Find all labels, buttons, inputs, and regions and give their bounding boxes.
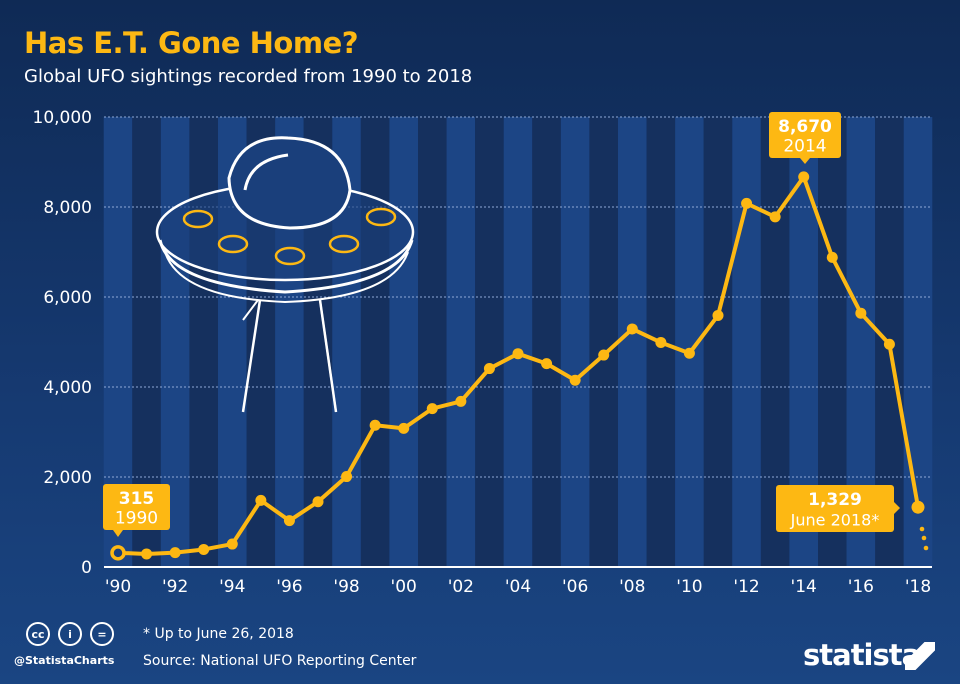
x-tick-label: '02 [448,577,474,597]
x-tick-label: '94 [219,577,245,597]
year-stripe [703,117,733,567]
y-tick-label: 0 [81,558,92,578]
data-point [798,171,810,183]
callout-box [769,112,841,158]
chart-title: Has E.T. Gone Home? [24,26,359,60]
statista-logo: statista [803,638,921,672]
data-point [226,538,238,550]
data-point [455,395,467,407]
attribution-icon: i [58,622,82,646]
data-point [198,543,210,555]
year-stripe [389,117,418,567]
data-point [141,548,153,560]
data-point [826,251,838,263]
data-point [169,547,181,559]
x-tick-label: '96 [276,577,302,597]
callout-pointer [800,158,810,164]
data-point [369,419,381,431]
callout-value: 1,329 [808,490,862,510]
data-point [911,500,925,514]
data-point [541,358,553,370]
callout-label: 1990 [115,509,158,529]
callout-box [776,485,894,532]
callout-label: 2014 [783,137,826,157]
data-point [341,471,353,483]
data-point [110,545,126,561]
data-point [398,422,410,434]
x-tick-label: '90 [105,577,131,597]
x-tick-label: '14 [791,577,817,597]
continuation-dot [921,535,927,541]
year-stripe [503,117,533,567]
twitter-handle: @StatistaCharts [14,654,115,667]
data-point [712,309,724,321]
x-tick-label: '98 [333,577,359,597]
year-stripe [446,117,476,567]
callout-pointer [894,502,900,514]
year-stripe [418,117,447,567]
data-point [569,374,581,386]
source: Source: National UFO Reporting Center [143,653,417,669]
chart-subtitle: Global UFO sightings recorded from 1990 … [24,66,473,87]
x-tick-label: '08 [619,577,645,597]
data-point [855,307,867,319]
year-stripe [560,117,590,567]
y-tick-label: 10,000 [33,108,92,128]
data-point [683,347,695,359]
x-tick-label: '00 [391,577,417,597]
callout-value: 8,670 [778,117,832,137]
y-tick-label: 6,000 [43,288,92,308]
y-tick-label: 4,000 [43,378,92,398]
year-stripe [189,117,218,567]
data-point [626,323,638,335]
data-point [883,338,895,350]
data-point [512,348,524,360]
year-stripe [475,117,504,567]
data-point [598,349,610,361]
x-tick-label: '12 [733,577,759,597]
x-tick-label: '10 [676,577,702,597]
data-point [255,494,267,506]
year-stripe [903,117,933,567]
ufo-illustration [155,136,415,413]
year-stripe [618,117,647,567]
callout-pointer [113,530,123,537]
continuation-dot [919,526,925,532]
x-tick-label: '06 [562,577,588,597]
callout-label: June 2018* [790,510,880,529]
callout-value: 315 [119,489,155,509]
data-point [769,211,781,223]
year-stripe [589,117,618,567]
data-point [283,515,295,527]
year-stripe [732,117,761,567]
data-point [741,197,753,209]
data-point [655,336,667,348]
x-tick-label: '04 [505,577,531,597]
x-tick-label: '18 [905,577,931,597]
data-point [312,496,324,508]
x-tick-label: '16 [848,577,874,597]
footnote: * Up to June 26, 2018 [143,626,294,642]
y-tick-label: 8,000 [43,198,92,218]
data-point [483,363,495,375]
y-tick-label: 2,000 [43,468,92,488]
callout-box [103,484,170,530]
x-tick-label: '92 [162,577,188,597]
data-point [426,403,438,415]
year-stripe [360,117,390,567]
year-stripe [532,117,561,567]
no-derivatives-icon: = [90,622,114,646]
cc-icon: cc [26,622,50,646]
continuation-dot [923,545,929,551]
